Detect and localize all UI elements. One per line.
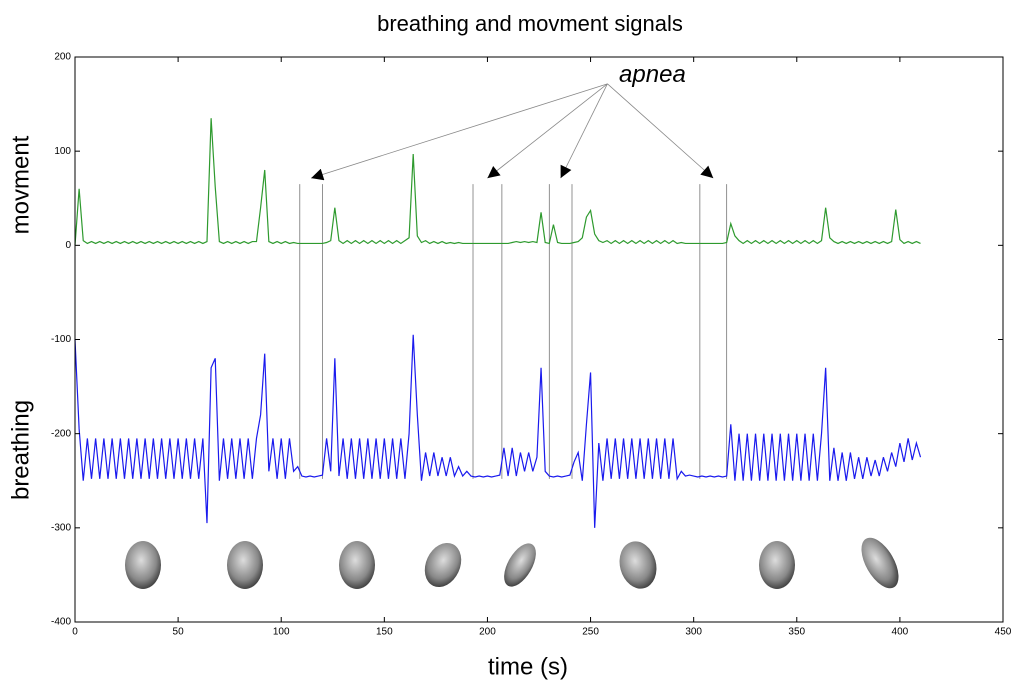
x-tick-label: 250: [582, 627, 599, 638]
apnea-arrow: [607, 83, 714, 179]
y-axis-label: breathing: [7, 400, 34, 500]
y-tick-label: 100: [54, 146, 71, 157]
y-tick-label: -300: [51, 522, 71, 533]
x-tick-label: 300: [685, 627, 702, 638]
x-tick-label: 350: [788, 627, 805, 638]
y-tick-label: -100: [51, 334, 71, 345]
x-tick-label: 100: [273, 627, 290, 638]
y-tick-label: 0: [65, 240, 71, 251]
plot-frame: [74, 56, 1004, 623]
chart-title: breathing and movment signals: [377, 11, 683, 36]
y-tick-label: 200: [54, 52, 71, 63]
apnea-arrow: [311, 83, 608, 181]
face: [504, 543, 536, 587]
face: [619, 541, 657, 589]
x-axis-label: time (s): [488, 653, 568, 680]
series-line: [74, 334, 922, 528]
x-tick-label: 0: [72, 627, 78, 638]
face: [227, 541, 263, 589]
face: [861, 537, 899, 589]
series-line: [74, 118, 921, 246]
annotation: apnea: [619, 61, 686, 88]
face: [424, 542, 462, 588]
x-tick-label: 50: [173, 627, 185, 638]
face: [339, 541, 375, 589]
apnea-arrow: [487, 83, 608, 179]
y-tick-label: -200: [51, 428, 71, 439]
x-tick-label: 450: [995, 627, 1012, 638]
x-tick-label: 150: [376, 627, 393, 638]
face: [125, 541, 161, 589]
face: [759, 541, 795, 589]
face-images: [125, 537, 899, 589]
y-axis-label: movment: [7, 135, 34, 234]
y-tick-label: -400: [51, 617, 71, 628]
x-tick-label: 200: [479, 627, 496, 638]
apnea-arrow: [560, 83, 608, 179]
x-tick-label: 400: [892, 627, 909, 638]
